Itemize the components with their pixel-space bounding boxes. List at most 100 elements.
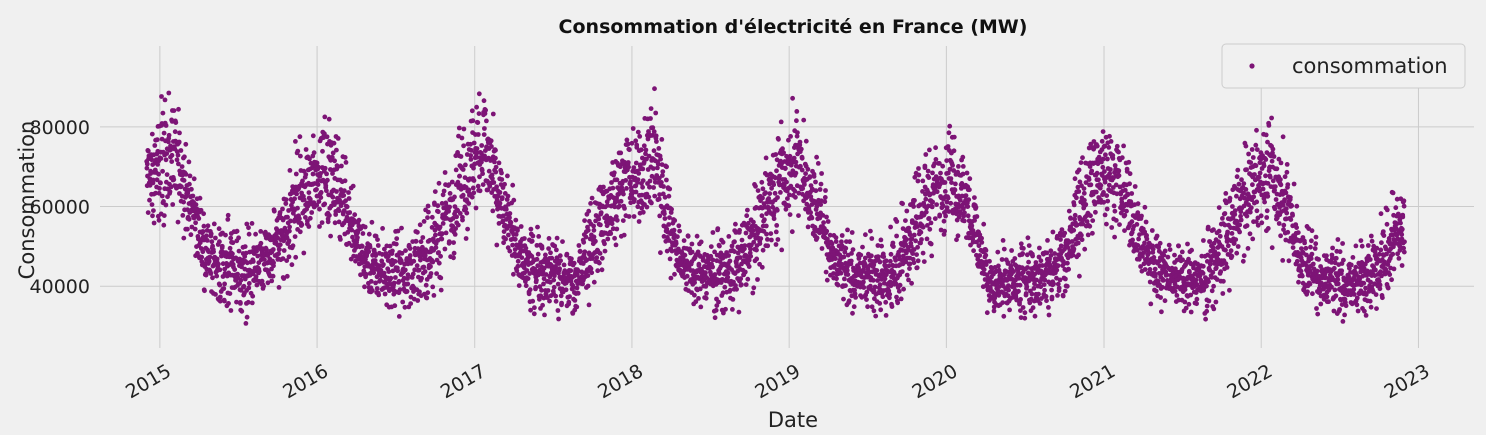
data-point — [878, 237, 884, 243]
data-point — [238, 277, 244, 283]
data-point — [1166, 242, 1172, 248]
data-point — [835, 282, 841, 288]
data-point — [1285, 229, 1291, 235]
data-point — [416, 267, 422, 273]
data-point — [295, 148, 301, 154]
data-point — [953, 181, 958, 187]
data-point — [1213, 265, 1219, 271]
data-point — [725, 274, 731, 280]
data-point — [470, 185, 476, 191]
data-point — [1066, 208, 1072, 214]
data-point — [1044, 298, 1049, 304]
data-point — [807, 174, 813, 180]
data-point — [643, 147, 649, 153]
data-point — [1210, 270, 1216, 275]
data-point — [265, 280, 271, 286]
data-point — [875, 243, 881, 248]
data-point — [507, 248, 513, 254]
data-point — [1018, 241, 1024, 247]
data-point — [319, 220, 325, 226]
data-point — [528, 226, 534, 232]
data-point — [1001, 313, 1007, 319]
data-point — [666, 222, 672, 227]
data-point — [716, 299, 721, 305]
data-point — [417, 289, 422, 295]
data-point — [377, 277, 383, 283]
data-point — [817, 215, 823, 221]
data-point — [1108, 139, 1114, 144]
data-point — [181, 235, 187, 241]
data-point — [669, 206, 674, 212]
data-point — [1110, 156, 1116, 161]
data-point — [164, 172, 170, 178]
data-point — [234, 228, 240, 234]
data-point — [900, 201, 905, 207]
data-point — [730, 307, 735, 312]
data-point — [984, 310, 990, 316]
data-point — [561, 262, 567, 268]
data-point — [1204, 303, 1210, 309]
data-point — [671, 227, 677, 233]
data-point — [1041, 282, 1047, 287]
data-point — [1156, 245, 1161, 250]
data-point — [1023, 291, 1029, 296]
data-point — [799, 155, 805, 161]
data-point — [549, 263, 555, 269]
data-point — [1263, 132, 1269, 138]
data-point — [698, 304, 704, 310]
data-point — [539, 245, 545, 251]
data-point — [490, 208, 496, 214]
data-point — [519, 255, 525, 260]
data-point — [984, 272, 990, 278]
data-point — [523, 283, 529, 289]
data-point — [1256, 184, 1262, 190]
data-point — [214, 273, 220, 279]
data-point — [1204, 308, 1210, 314]
data-point — [793, 170, 799, 176]
data-point — [203, 272, 209, 278]
data-point — [813, 179, 818, 185]
data-point — [276, 285, 282, 290]
data-point — [1278, 177, 1283, 182]
data-point — [1050, 229, 1056, 235]
data-point — [869, 304, 875, 310]
data-point — [877, 259, 883, 265]
data-point — [1000, 238, 1006, 243]
data-point — [167, 189, 173, 195]
data-point — [759, 179, 765, 185]
data-point — [213, 235, 218, 241]
data-point — [1223, 247, 1228, 253]
data-point — [324, 188, 329, 194]
data-point — [411, 258, 417, 264]
data-point — [659, 180, 664, 185]
data-point — [536, 234, 542, 239]
data-point — [156, 171, 162, 177]
data-point — [1332, 287, 1338, 293]
data-point — [324, 171, 329, 177]
data-point — [1249, 147, 1255, 152]
data-point — [199, 254, 205, 260]
data-point — [471, 178, 477, 183]
data-point — [1111, 203, 1117, 209]
data-point — [644, 204, 650, 210]
data-point — [704, 275, 710, 281]
data-point — [916, 166, 921, 171]
data-point — [1142, 204, 1148, 210]
data-point — [771, 182, 777, 188]
data-point — [692, 280, 697, 285]
data-point — [515, 263, 521, 269]
data-point — [746, 264, 752, 269]
data-point — [182, 154, 187, 160]
data-point — [1089, 168, 1095, 174]
data-point — [1122, 212, 1128, 218]
data-point — [967, 187, 972, 193]
data-point — [951, 148, 957, 154]
data-point — [473, 205, 479, 211]
data-point — [433, 232, 438, 238]
data-point — [507, 211, 513, 216]
data-point — [1305, 289, 1310, 295]
data-point — [253, 231, 258, 237]
data-point — [524, 268, 530, 273]
data-point — [270, 247, 276, 252]
data-point — [185, 226, 190, 232]
